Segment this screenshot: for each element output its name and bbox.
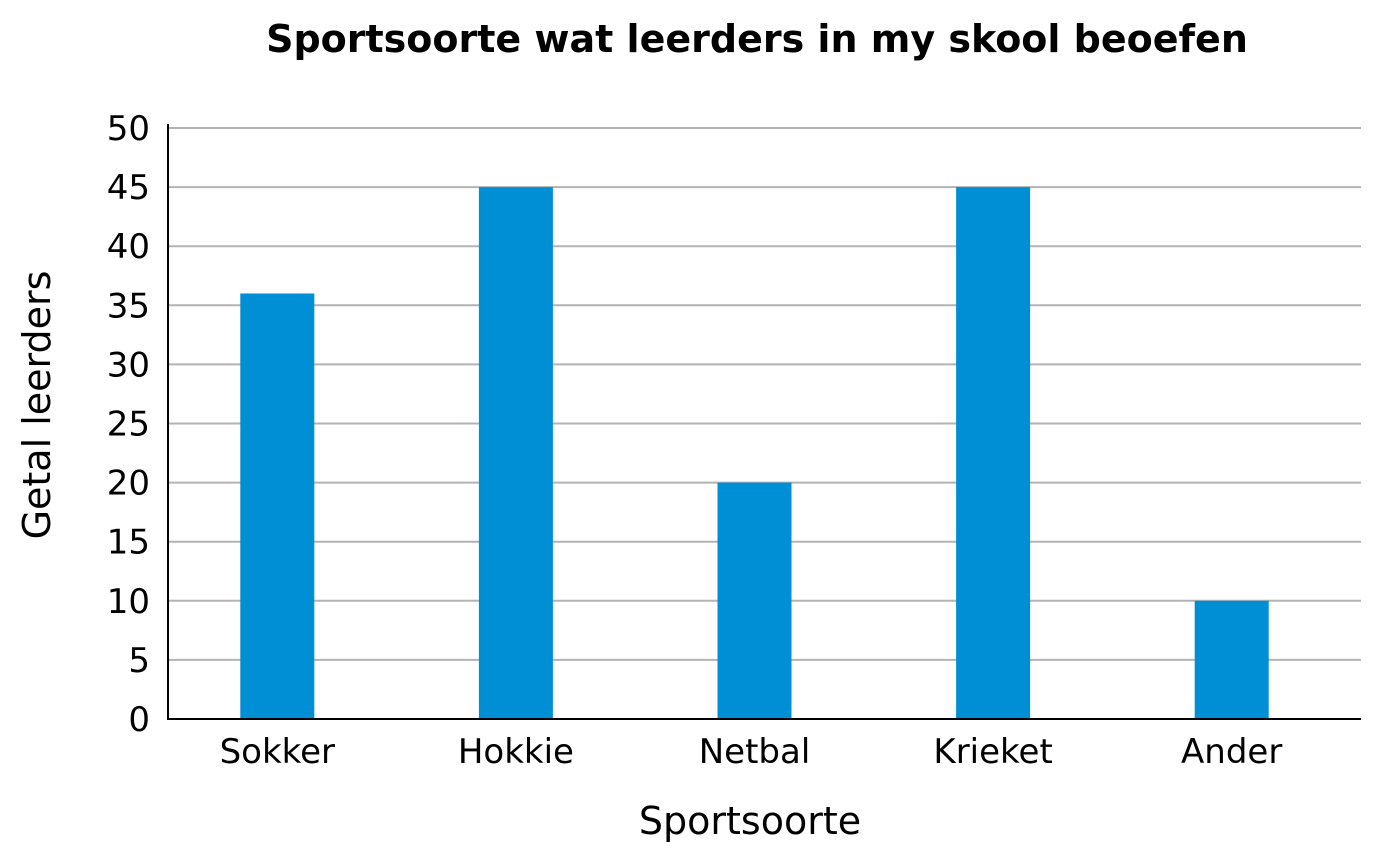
y-tick-label: 50 [107, 109, 150, 149]
y-tick-label: 35 [107, 286, 150, 326]
bar-netbal [717, 482, 792, 719]
bar-krieket [956, 187, 1031, 720]
x-category-label: Krieket [933, 732, 1052, 772]
y-tick-label: 15 [107, 523, 150, 563]
x-category-label: Sokker [220, 732, 335, 772]
y-tick-label: 25 [107, 405, 150, 445]
gridlines [168, 127, 1361, 661]
y-tick-label: 5 [128, 641, 150, 681]
y-tick-label: 40 [107, 227, 150, 267]
x-axis-categories: Sokker Hokkie Netbal Krieket Ander [220, 732, 1283, 772]
bar-ander [1194, 600, 1269, 719]
y-tick-label: 0 [128, 700, 150, 740]
y-tick-label: 20 [107, 464, 150, 504]
bar-hokkie [478, 187, 553, 720]
x-category-label: Netbal [699, 732, 811, 772]
y-axis-title: Getal leerders [15, 271, 59, 540]
x-category-label: Ander [1181, 732, 1282, 772]
bar-sokker [240, 293, 315, 719]
chart-title: Sportsoorte wat leerders in my skool beo… [266, 17, 1248, 61]
y-axis-ticks: 0 5 10 15 20 25 30 35 40 45 50 [107, 109, 150, 740]
y-tick-label: 10 [107, 582, 150, 622]
bars [240, 187, 1269, 720]
x-axis-title: Sportsoorte [639, 799, 861, 843]
y-tick-label: 30 [107, 345, 150, 385]
x-category-label: Hokkie [458, 732, 574, 772]
y-tick-label: 45 [107, 168, 150, 208]
